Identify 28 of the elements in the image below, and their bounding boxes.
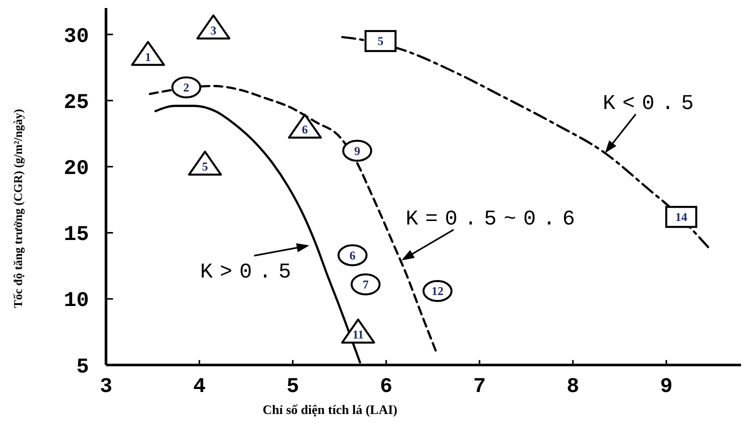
x-tick-label: 3 xyxy=(100,376,112,399)
annotation: 7 xyxy=(362,277,369,292)
y-tick-label: 20 xyxy=(64,158,89,182)
annotation: 1 xyxy=(145,50,152,64)
series-label: K=0.5~0.6 xyxy=(406,208,582,232)
x-tick-label: 9 xyxy=(660,376,673,399)
legend-label: K>0.5 xyxy=(200,262,298,285)
annotation: 11 xyxy=(352,328,364,342)
annotation: 6 xyxy=(350,248,356,262)
x-tick-label: 4 xyxy=(193,376,206,399)
x-tick-label: 7 xyxy=(473,376,486,399)
y-tick-label: 15 xyxy=(64,224,89,248)
annotation: 12 xyxy=(432,284,444,298)
y-axis-title: Tốc độ tăng trưởng (CGR) (g/m²/ngày) xyxy=(11,108,25,308)
annotation: 6 xyxy=(302,122,308,137)
annotation: 5 xyxy=(202,160,208,174)
y-tick-label: 5 xyxy=(76,356,89,380)
annotation: 9 xyxy=(354,144,360,158)
y-tick-label: 25 xyxy=(64,92,89,115)
annotation: 2 xyxy=(183,80,190,94)
annotation: 3 xyxy=(210,23,216,38)
x-tick-label: 5 xyxy=(286,376,300,399)
series-label: K<0.5 xyxy=(602,93,701,116)
y-tick-label: 10 xyxy=(64,290,89,314)
x-tick-label: 8 xyxy=(566,376,580,399)
x-axis-title: Chỉ số diện tích lá (LAI) xyxy=(262,402,398,417)
x-tick-label: 6 xyxy=(380,376,392,399)
y-tick-label: 30 xyxy=(64,26,89,49)
